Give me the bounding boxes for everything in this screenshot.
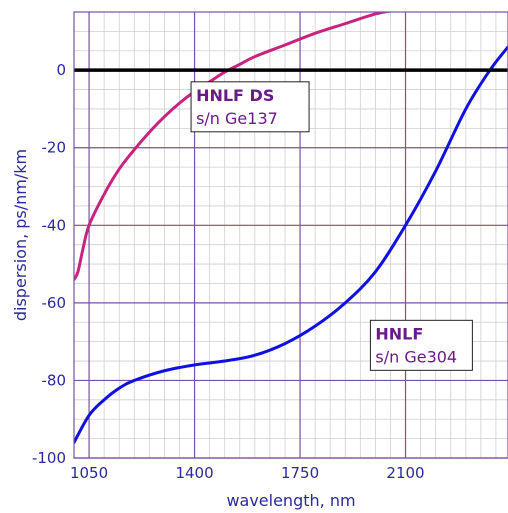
- minor-grid: [73, 11, 508, 459]
- y-axis-label: dispersion, ps/nm/km: [11, 149, 30, 321]
- y-tick-label: -80: [42, 371, 67, 389]
- x-tick-label: 1050: [70, 464, 108, 482]
- annotation-box: [190, 81, 310, 133]
- annotation-subtitle: s/n Ge304: [375, 347, 457, 366]
- annotation-title: HNLF DS: [196, 86, 274, 105]
- plot-frame: [73, 11, 508, 459]
- y-tick-label: 0: [56, 61, 66, 79]
- y-tick-label: -100: [32, 449, 66, 467]
- y-tick-label: -20: [42, 139, 67, 157]
- annotation-subtitle: s/n Ge137: [196, 109, 278, 128]
- tick-labels: 1050 1400 1750 2100 -100 -80 -60 -40 -20 0: [32, 61, 425, 482]
- x-axis-label: wavelength, nm: [226, 491, 355, 510]
- series-layer: [74, 12, 508, 444]
- series-annotation-hnlf: HNLF s/n Ge304: [369, 319, 473, 371]
- x-tick-label: 1750: [281, 464, 319, 482]
- annotation-title: HNLF: [375, 324, 423, 343]
- series-line-hnlf: [74, 45, 508, 444]
- series-line-hnlf-ds: [74, 12, 394, 282]
- x-tick-label: 2100: [386, 464, 424, 482]
- annotations: HNLF DS s/n Ge137 HNLF s/n Ge304: [190, 81, 473, 371]
- x-tick-label: 1400: [175, 464, 213, 482]
- y-tick-label: -40: [42, 216, 67, 234]
- major-grid: [74, 12, 508, 459]
- series-annotation-hnlf-ds: HNLF DS s/n Ge137: [190, 81, 310, 133]
- y-tick-label: -60: [42, 294, 67, 312]
- annotation-box: [369, 319, 473, 371]
